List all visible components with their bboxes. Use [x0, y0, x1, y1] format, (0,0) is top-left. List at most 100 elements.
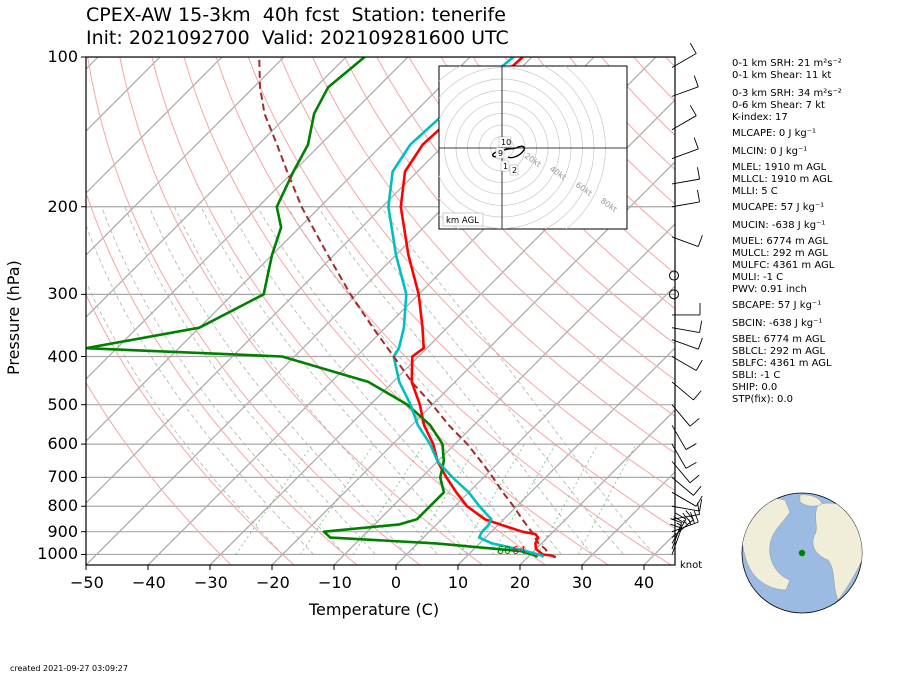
hodograph-height-box: [500, 160, 510, 172]
wind-barb-staff: [671, 404, 691, 427]
chart-title: CPEX-AW 15-3km 40h fcst Station: tenerif…: [86, 4, 506, 26]
dry-adiabat-line: [151, 57, 546, 565]
index-line: MLCIN: 0 J kg⁻¹: [732, 146, 808, 157]
wind-barb-flag: [685, 461, 697, 469]
index-line: SBLFC: 4361 m AGL: [732, 358, 832, 369]
wind-barb-flag: [673, 516, 685, 523]
x-tick-label: −40: [132, 573, 166, 592]
hodograph-height-label: 2: [512, 166, 517, 175]
moist-adiabat-line: [317, 206, 593, 555]
dry-adiabat-line: [376, 57, 675, 381]
x-tick-label: 0: [390, 573, 402, 592]
dry-adiabat-line: [86, 293, 295, 565]
moist-adiabat-line: [124, 206, 376, 555]
isotherm-line: [86, 57, 533, 504]
index-line: MUCIN: -638 J kg⁻¹: [732, 220, 826, 231]
wind-barb-flag: [693, 137, 699, 150]
wind-barb-flag: [697, 502, 701, 515]
station-globe: [741, 492, 863, 614]
wind-barb-staff: [671, 178, 700, 185]
mixing-ratio-line: [299, 443, 375, 555]
index-line: MUEL: 6774 m AGL: [732, 236, 828, 247]
index-line: MUCAPE: 57 J kg⁻¹: [732, 202, 825, 213]
y-axis-label: Pressure (hPa): [4, 260, 23, 375]
dry-adiabat-line: [86, 191, 358, 565]
dry-adiabat-line: [440, 57, 675, 310]
y-tick-label: 900: [47, 521, 78, 541]
x-tick-label: 40: [633, 573, 655, 592]
wind-barb-flag: [695, 359, 703, 371]
wind-barb-staff: [671, 505, 700, 512]
wind-barb-flag: [697, 337, 703, 350]
dry-adiabat-line: [472, 57, 675, 275]
moist-adiabat-line: [380, 206, 655, 555]
isotherm-line: [519, 409, 675, 565]
isotherm-line: [209, 99, 675, 565]
wind-barb-flag: [689, 418, 700, 427]
mixing-ratio-line: [577, 443, 637, 555]
wind-barb-staff: [671, 236, 699, 247]
dry-adiabat-line: [86, 381, 232, 565]
wind-barb-staff: [671, 491, 697, 507]
plot-frame: [85, 56, 676, 566]
isotherm-line: [271, 161, 675, 565]
wind-barb-flag: [693, 75, 699, 87]
wind-barb-staff: [671, 86, 699, 97]
temperature-surface-label: 64: [512, 544, 526, 557]
wind-barb-flag: [685, 443, 697, 450]
land-greenland: [799, 494, 823, 507]
index-line: MULFC: 4361 m AGL: [732, 260, 835, 271]
mixing-ratio-line: [409, 443, 479, 555]
x-axis-label: Temperature (C): [309, 600, 440, 619]
wind-barb-flag: [695, 495, 703, 507]
wind-barb-flag: [689, 42, 697, 54]
hodograph-trace: [491, 145, 526, 159]
chart-subtitle: Init: 2021092700 Valid: 202109281600 UTC: [86, 27, 509, 49]
y-tick-label: 300: [47, 284, 78, 304]
mixing-ratio-line: [459, 443, 525, 555]
moist-adiabat-line: [286, 206, 562, 555]
wind-barb-staff: [671, 115, 697, 131]
index-line: SBCAPE: 57 J kg⁻¹: [732, 300, 822, 311]
dewpoint-surface-label: 60: [497, 544, 511, 557]
wind-barb-flag: [675, 512, 687, 520]
hodograph-height-label: 9: [498, 149, 503, 158]
y-tick-label: 700: [47, 467, 78, 487]
wind-barb-staff: [671, 521, 699, 533]
background-lines: [86, 57, 675, 565]
dry-adiabat-line: [247, 57, 675, 530]
mixing-ratio-line: [537, 443, 599, 555]
hodograph-height-box: [498, 136, 512, 148]
hodograph-legend-box: [442, 212, 484, 227]
dry-adiabat-line: [408, 57, 675, 345]
index-line: MULI: -1 C: [732, 272, 784, 283]
wind-barb-flag: [693, 510, 699, 523]
isotherm-line: [86, 57, 409, 380]
wind-units-label: knot: [680, 560, 703, 571]
index-line: MLEL: 1910 m AGL: [732, 162, 827, 173]
wind-barb-flag: [699, 320, 703, 333]
index-line: SBLI: -1 C: [732, 370, 781, 381]
wind-barb-half-flag: [676, 522, 683, 527]
index-line: MLCAPE: 0 J kg⁻¹: [732, 128, 817, 139]
isotherm-line: [86, 57, 161, 132]
index-line: 0-1 km Shear: 11 kt: [732, 70, 832, 81]
index-line: SHIP: 0.0: [732, 382, 778, 393]
wind-barb-flag: [697, 167, 701, 180]
y-tick-label: 1000: [37, 544, 78, 564]
wind-barb-staff: [671, 514, 700, 520]
wind-barb-flag: [693, 485, 702, 496]
created-timestamp: created 2021-09-27 03:09:27: [10, 664, 128, 673]
index-line: 0-3 km SRH: 34 m²s⁻²: [732, 88, 842, 99]
wind-barb-staff: [671, 201, 700, 208]
isotherm-line: [86, 57, 285, 256]
moist-adiabat-line: [86, 224, 314, 555]
dewpoint-line: [86, 57, 539, 559]
wind-barb-staff: [671, 461, 691, 484]
y-tick-label: 800: [47, 496, 78, 516]
axes: [81, 56, 645, 570]
hodograph-height-label: 1: [503, 162, 508, 171]
index-line: MLLI: 5 C: [732, 186, 778, 197]
isotherm-line: [86, 57, 223, 194]
